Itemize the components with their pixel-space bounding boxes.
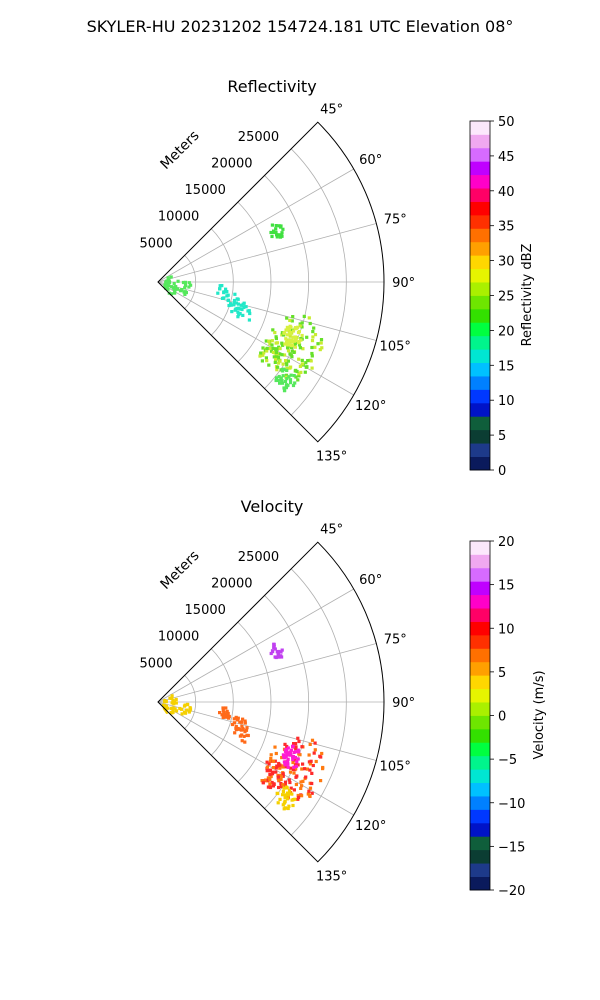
sector-outline [157,541,385,863]
velocity-echoes [161,642,325,811]
azimuth-tick-label: 120° [355,399,386,414]
reflectivity-colorbar-label: Reflectivity dBZ [520,244,535,347]
colorbar-tick-label: 10 [498,394,515,409]
reflectivity-colorbar: 0 5 10 15 20 25 30 35 40 45 50 Reflectivity dBZ [469,115,535,479]
azimuth-gridline [157,281,377,341]
colorbar-tick-label: 0 [498,464,506,479]
azimuth-tick-label: 45° [320,522,343,537]
azimuth-tick-label: 90° [392,696,415,711]
reflectivity-axes: 5000 10000 15000 20000 25000 45° 60° 75° 90° 105°… [140,102,416,464]
colorbar-tick-label: 0 [498,710,506,725]
colorbar-tick-label: −5 [498,753,517,768]
radial-tick-label: 10000 [158,210,199,225]
reflectivity-radial-label: Meters [158,128,203,173]
azimuth-gridline [157,588,354,703]
azimuth-tick-label: 135° [316,450,347,465]
colorbar-tick-label: 15 [498,359,515,374]
colorbar-tick-label: 50 [498,115,515,130]
figure-title: SKYLER-HU 20231202 154724.181 UTC Elevat… [87,17,514,36]
velocity-colorbar: −20 −15 −10 −5 0 5 10 15 20 Velocity (m/s) [469,535,547,899]
radial-tick-label: 5000 [140,656,173,671]
radial-tick-label: 15000 [185,603,226,618]
radial-tick-label: 5000 [140,236,173,251]
velocity-colorbar-label: Velocity (m/s) [532,670,547,759]
radial-tick-label: 25000 [238,130,279,145]
colorbar-tick-label: 5 [498,429,506,444]
colorbar-tick-label: 20 [498,535,515,550]
azimuth-gridline [157,701,354,816]
reflectivity-panel: Reflectivity 5000 10000 15000 20000 25000 45°… [140,77,416,465]
colorbar-tick-label: 5 [498,666,506,681]
velocity-radial-label: Meters [158,548,203,593]
radial-tick-label: 20000 [211,576,252,591]
sector-outline [157,121,385,443]
azimuth-gridline [157,643,377,703]
azimuth-tick-label: 45° [320,102,343,117]
azimuth-tick-label: 120° [355,819,386,834]
velocity-panel: Velocity 5000 10000 15000 20000 25000 45° 60° 7… [140,497,416,885]
colorbar-tick-label: −10 [498,797,525,812]
azimuth-tick-label: 75° [384,632,407,647]
azimuth-gridline [157,168,354,283]
velocity-grid [157,568,384,836]
azimuth-tick-label: 60° [359,153,382,168]
reflectivity-echoes [163,223,324,393]
colorbar-tick-label: 35 [498,220,515,235]
reflectivity-title: Reflectivity [227,77,316,96]
azimuth-tick-label: 90° [392,276,415,291]
radial-tick-label: 20000 [211,156,252,171]
azimuth-tick-label: 60° [359,573,382,588]
colorbar-tick-label: −15 [498,840,525,855]
radial-tick-label: 10000 [158,630,199,645]
colorbar-tick-label: 25 [498,290,515,305]
azimuth-gridline [157,701,377,761]
velocity-title: Velocity [241,497,304,516]
azimuth-tick-label: 105° [380,340,411,355]
colorbar-tick-label: 40 [498,185,515,200]
colorbar-tick-label: 20 [498,324,515,339]
colorbar-tick-label: 30 [498,255,515,270]
colorbar-tick-label: −20 [498,884,525,899]
azimuth-gridline [157,281,354,396]
azimuth-tick-label: 105° [380,760,411,775]
azimuth-tick-label: 75° [384,212,407,227]
reflectivity-grid [157,148,384,416]
radial-tick-label: 15000 [185,183,226,198]
colorbar-tick-label: 45 [498,150,515,165]
azimuth-tick-label: 135° [316,870,347,885]
colorbar-tick-label: 10 [498,622,515,637]
radial-tick-label: 25000 [238,550,279,565]
velocity-axes: 5000 10000 15000 20000 25000 45° 60° 75° 90° 105°… [140,522,416,884]
colorbar-tick-label: 15 [498,579,515,594]
azimuth-gridline [157,223,377,283]
